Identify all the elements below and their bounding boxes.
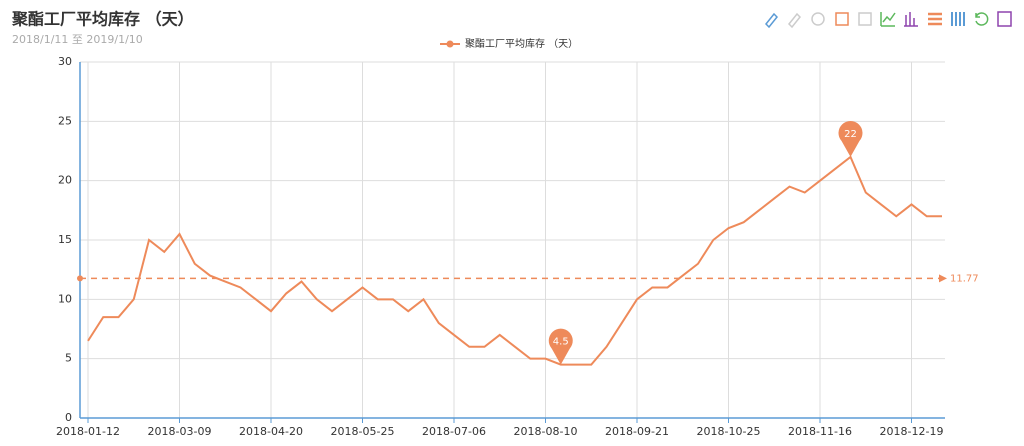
x-tick-label: 2018-08-10 — [514, 425, 578, 438]
x-tick-label: 2018-01-12 — [56, 425, 120, 438]
legend-symbol — [446, 40, 454, 48]
tool-icon[interactable] — [764, 12, 779, 29]
tool-icon[interactable] — [835, 12, 849, 26]
x-tick-label: 2018-05-25 — [331, 425, 395, 438]
tool-icon[interactable] — [997, 11, 1012, 27]
data-line — [87, 155, 942, 366]
y-tick-label: 25 — [58, 114, 72, 127]
tool-icon[interactable] — [811, 12, 825, 26]
x-tick-label: 2018-03-09 — [148, 425, 212, 438]
tool-icon[interactable] — [787, 12, 802, 29]
legend[interactable]: 聚酯工厂平均库存 （天） — [440, 37, 578, 50]
toolbox — [764, 11, 1012, 29]
average-start — [77, 275, 83, 282]
x-tick-label: 2018-07-06 — [422, 425, 486, 438]
x-tick-label: 2018-11-16 — [788, 425, 852, 438]
tool-icon[interactable] — [858, 12, 872, 26]
y-tick-label: 15 — [58, 233, 72, 246]
y-tick-label: 30 — [58, 55, 72, 68]
tool-icon[interactable] — [904, 12, 918, 27]
legend-label: 聚酯工厂平均库存 （天） — [465, 37, 578, 50]
x-tick-label: 2018-09-21 — [605, 425, 669, 438]
y-tick-label: 10 — [58, 292, 72, 305]
tool-icon[interactable] — [928, 12, 942, 26]
chart-subtitle: 2018/1/11 至 2019/1/10 — [12, 33, 143, 46]
average-arrow — [939, 274, 947, 283]
tool-icon[interactable] — [951, 12, 965, 26]
y-tick-label: 20 — [58, 174, 72, 187]
average-label: 11.77 — [950, 273, 979, 284]
x-tick-label: 2018-12-19 — [880, 425, 944, 438]
y-tick-label: 0 — [65, 411, 72, 424]
x-tick-label: 2018-10-25 — [697, 425, 761, 438]
tool-icon[interactable] — [880, 12, 896, 27]
tool-icon[interactable] — [975, 12, 989, 26]
chart-title: 聚酯工厂平均库存 （天） — [11, 10, 194, 29]
y-tick-label: 5 — [65, 352, 72, 365]
mark-point — [548, 328, 573, 365]
mark-point-label: 22 — [844, 129, 857, 140]
mark-point — [838, 120, 863, 157]
mark-point-label: 4.5 — [553, 337, 569, 348]
x-tick-label: 2018-04-20 — [239, 425, 303, 438]
